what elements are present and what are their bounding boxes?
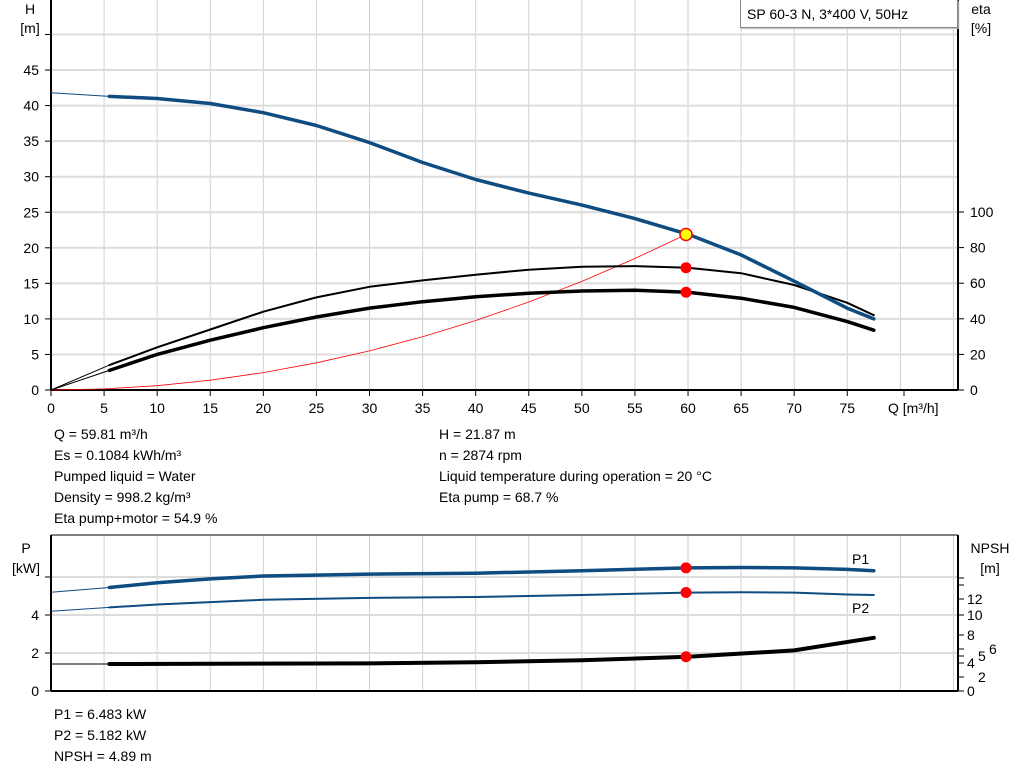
x-tick-label: 35 bbox=[415, 400, 431, 416]
x-tick-label: 40 bbox=[468, 400, 484, 416]
y-left-tick-label: 40 bbox=[23, 98, 39, 114]
p-tick-label: 0 bbox=[31, 683, 39, 699]
p1-label: P1 bbox=[852, 551, 869, 567]
info-es: Es = 0.1084 kWh/m³ bbox=[54, 447, 182, 463]
npsh-tick-label: 2 bbox=[978, 669, 986, 685]
npsh-tick-label: 5 bbox=[978, 648, 986, 664]
info-p1: P1 = 6.483 kW bbox=[54, 706, 147, 722]
info-top-right: H = 21.87 m n = 2874 rpm Liquid temperat… bbox=[439, 424, 712, 508]
x-tick-label: 75 bbox=[839, 400, 855, 416]
y-left-tick-label: 5 bbox=[31, 346, 39, 362]
eta-pump-motor-curve-extrapolation bbox=[50, 369, 110, 391]
chart-title: SP 60-3 N, 3*400 V, 50Hz bbox=[740, 0, 958, 28]
eta-pump-motor-curve bbox=[107, 288, 876, 373]
info-top-left: Q = 59.81 m³/h Es = 0.1084 kWh/m³ Pumped… bbox=[54, 424, 217, 529]
info-eta-pump: Eta pump = 68.7 % bbox=[439, 489, 559, 505]
npsh-tick-label: 12 bbox=[967, 591, 983, 607]
npsh-tick-label: 8 bbox=[967, 627, 975, 643]
x-tick-label: 60 bbox=[680, 400, 696, 416]
eta-pump-curve-extrapolation bbox=[50, 364, 110, 391]
npsh-axis-label: NPSH bbox=[971, 540, 1010, 556]
p-tick-label: 4 bbox=[31, 607, 39, 623]
x-tick-label: 55 bbox=[627, 400, 643, 416]
x-tick-label: 45 bbox=[521, 400, 537, 416]
eta-pump-marker bbox=[680, 262, 692, 274]
npsh-curve bbox=[107, 635, 876, 666]
x-tick-label: 70 bbox=[786, 400, 802, 416]
y-left-tick-label: 25 bbox=[23, 204, 39, 220]
eta-pump-curve bbox=[108, 265, 875, 367]
npsh-axis-unit: [m] bbox=[980, 560, 999, 576]
y-left-tick-label: 10 bbox=[23, 311, 39, 327]
p1-marker bbox=[680, 562, 692, 574]
y-left-tick-label: 30 bbox=[23, 169, 39, 185]
p2-marker bbox=[680, 587, 692, 599]
x-tick-label: 5 bbox=[100, 400, 108, 416]
p2-curve-extrapolation bbox=[50, 606, 110, 612]
x-axis-label: Q [m³/h] bbox=[888, 400, 939, 416]
y-left-tick-label: 0 bbox=[31, 382, 39, 398]
npsh-tick-label: 6 bbox=[989, 641, 997, 657]
info-temperature: Liquid temperature during operation = 20… bbox=[439, 468, 712, 484]
info-npsh: NPSH = 4.89 m bbox=[54, 748, 152, 764]
y-right-axis-unit: [%] bbox=[971, 20, 991, 36]
x-tick-label: 10 bbox=[149, 400, 165, 416]
head-curve bbox=[107, 94, 876, 321]
p-tick-label: 2 bbox=[31, 645, 39, 661]
p-axis-label: P bbox=[21, 540, 30, 556]
system-curve bbox=[50, 234, 687, 391]
x-tick-label: 30 bbox=[362, 400, 378, 416]
y-right-tick-label: 20 bbox=[970, 346, 986, 362]
npsh-tick-label: 0 bbox=[967, 683, 975, 699]
y-right-axis-label: eta bbox=[971, 1, 991, 17]
y-right-tick-label: 60 bbox=[970, 275, 986, 291]
y-left-axis-label: H bbox=[25, 1, 35, 17]
info-bottom: P1 = 6.483 kW P2 = 5.182 kW NPSH = 4.89 … bbox=[54, 704, 152, 767]
info-liquid: Pumped liquid = Water bbox=[54, 468, 196, 484]
y-left-tick-label: 45 bbox=[23, 62, 39, 78]
y-right-tick-label: 40 bbox=[970, 311, 986, 327]
y-left-tick-label: 15 bbox=[23, 275, 39, 291]
head-curve-extrapolation bbox=[50, 92, 110, 97]
eta-pump-motor-marker bbox=[680, 286, 692, 298]
y-right-tick-label: 0 bbox=[970, 382, 978, 398]
p1-curve-extrapolation bbox=[50, 587, 110, 593]
y-left-axis-unit: [m] bbox=[20, 20, 39, 36]
info-q: Q = 59.81 m³/h bbox=[54, 426, 148, 442]
p-axis-unit: [kW] bbox=[12, 560, 40, 576]
y-left-tick-label: 35 bbox=[23, 133, 39, 149]
y-left-tick-label: 20 bbox=[23, 240, 39, 256]
x-tick-label: 20 bbox=[256, 400, 272, 416]
x-tick-label: 50 bbox=[574, 400, 590, 416]
info-eta-pump-motor: Eta pump+motor = 54.9 % bbox=[54, 510, 218, 526]
x-tick-label: 0 bbox=[47, 400, 55, 416]
info-density: Density = 998.2 kg/m³ bbox=[54, 489, 191, 505]
npsh-tick-label: 4 bbox=[967, 655, 975, 671]
info-n: n = 2874 rpm bbox=[439, 447, 522, 463]
y-right-tick-label: 80 bbox=[970, 240, 986, 256]
x-tick-label: 65 bbox=[733, 400, 749, 416]
p1-curve bbox=[107, 565, 876, 590]
p2-label: P2 bbox=[852, 600, 869, 616]
info-p2: P2 = 5.182 kW bbox=[54, 727, 147, 743]
duty-point-marker bbox=[679, 227, 693, 242]
npsh-tick-label: 10 bbox=[967, 607, 983, 623]
x-tick-label: 25 bbox=[309, 400, 325, 416]
p2-curve bbox=[108, 591, 875, 609]
info-h: H = 21.87 m bbox=[439, 426, 516, 442]
y-right-tick-label: 100 bbox=[970, 204, 994, 220]
x-tick-label: 15 bbox=[202, 400, 218, 416]
npsh-marker bbox=[680, 651, 692, 663]
